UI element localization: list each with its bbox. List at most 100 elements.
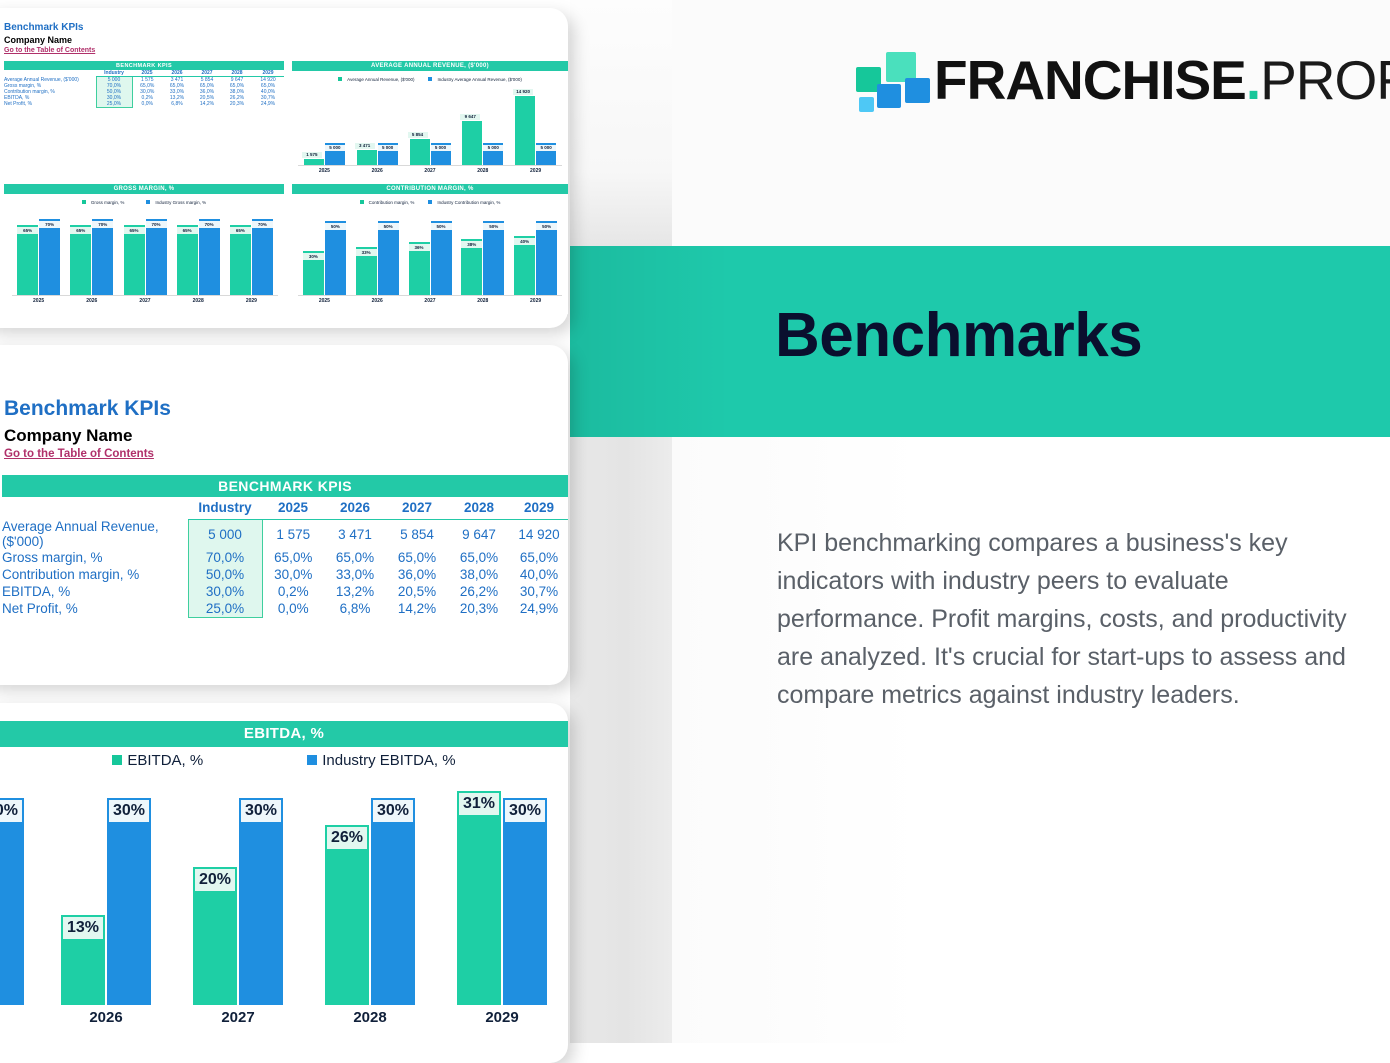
legend-item-revenue-company: Average Annual Revenue, ($'000)	[338, 77, 414, 82]
toc-link[interactable]: Go to the Table of Contents	[4, 448, 154, 460]
overview-cell: 65,0%	[169, 83, 185, 89]
bar-gross_margin-industry-gross-margin-2026	[92, 219, 114, 296]
x-axis-revenue: 2025 2026 2027 2028 2029	[298, 168, 562, 178]
data-label-contribution_margin-2026: 50%	[377, 223, 399, 230]
data-label-ebitda-industry-2028: 30%	[373, 800, 413, 822]
cell-industry-gross-margin: 70,0%	[187, 549, 263, 566]
bar-revenue-company-2026	[356, 150, 377, 166]
sheet-subtitle: Company Name	[4, 426, 133, 445]
cell-industry-revenue: 5 000	[187, 518, 263, 549]
table-row: Net Profit, % 25,0% 0,0% 6,8% 14,2% 20,3…	[2, 600, 568, 618]
card-kpi-table: Benchmark KPIs Company Name Go to the Ta…	[0, 345, 569, 685]
data-label-gross_margin-2025: 70%	[39, 221, 61, 228]
data-label-revenue-company-2029: 14 920	[513, 89, 534, 95]
overview-cell: 33,0%	[169, 89, 185, 95]
overview-cell: 14 920	[260, 77, 276, 83]
cell-ebitda-2027: 20,5%	[397, 584, 437, 599]
cell-contribution-2029: 40,0%	[519, 567, 559, 582]
table-band: BENCHMARK KPIS	[2, 475, 569, 497]
bar-contribution_margin-contribution-margin-2026	[355, 247, 377, 296]
hero-banner-shadow	[570, 246, 730, 437]
cell-gross-2028: 65,0%	[459, 550, 499, 565]
bar-gross_margin-industry-gross-margin-2029	[251, 219, 273, 296]
overview-row-label: Net Profit, %	[4, 101, 33, 108]
x-tick-revenue-2028: 2028	[477, 168, 489, 174]
x-tick-contribution_margin-2029: 2029	[530, 298, 542, 304]
chart-title-gross: GROSS MARGIN, %	[4, 184, 284, 194]
x-tick-revenue-2027: 2027	[424, 168, 436, 174]
plot-area-gross: 65% 70% 65% 70% 65% 70% 65% 70% 65% 70%	[12, 214, 278, 296]
th-2027: 2027	[386, 497, 448, 520]
data-label-revenue-company-2027: 5 854	[407, 132, 428, 138]
cell-gross-2025: 65,0%	[274, 550, 313, 565]
x-tick-contribution_margin-2026: 2026	[371, 298, 383, 304]
card-overview: Benchmark KPIs Company Name Go to the Ta…	[0, 8, 568, 328]
bar-ebitda-industry-2029	[503, 798, 547, 1005]
bar-ebitda-industry-2026	[107, 798, 151, 1005]
overview-cell-industry: 30,0%	[95, 95, 133, 101]
cell-industry-contribution: 50,0%	[187, 566, 263, 583]
axis-line-contribution_margin	[298, 295, 562, 296]
x-tick-ebitda-2027: 2027	[221, 1009, 255, 1026]
overview-cell: 14,2%	[199, 101, 215, 108]
table-header-row: Industry 2025 2026 2027 2028 2029	[4, 70, 285, 77]
overview-cell: 1 575	[140, 77, 154, 83]
data-label-ebitda-company-2026: 13%	[63, 917, 103, 939]
intro-paragraph: KPI benchmarking compares a business's k…	[777, 529, 1347, 709]
data-label-revenue-company-2026: 3 471	[354, 143, 375, 149]
card-ebitda-chart: EBITDA, % EBITDA, % Industry EBITDA, % 0…	[0, 703, 568, 1063]
cell-ebitda-2028: 26,2%	[459, 584, 499, 599]
overview-th-2026: 2026	[162, 70, 192, 77]
overview-th-industry: Industry	[96, 70, 132, 77]
x-tick-revenue-2029: 2029	[530, 168, 542, 174]
overview-cell: 0,0%	[141, 101, 153, 108]
table-row: Gross margin, % 70,0% 65,0% 65,0% 65,0% …	[2, 549, 568, 566]
overview-cell: 0,2%	[141, 95, 153, 101]
bar-revenue-company-2028	[462, 121, 483, 166]
legend-item-ebitda-industry: Industry EBITDA, %	[307, 752, 456, 769]
data-label-ebitda-company-2027: 20%	[195, 869, 235, 891]
x-tick-ebitda-2029: 2029	[485, 1009, 519, 1026]
overview-cell: 13,2%	[169, 95, 185, 101]
cell-revenue-2025: 1 575	[276, 526, 311, 542]
table-row: Net Profit, % 25,0% 0,0% 6,8% 14,2% 20,3…	[4, 101, 284, 108]
overview-cell: 40,0%	[260, 89, 276, 95]
data-label-contribution_margin-2028: 38%	[461, 241, 483, 248]
th-2029: 2029	[510, 497, 569, 520]
data-label-gross_margin-2029: 70%	[251, 221, 273, 228]
bar-revenue-company-2025	[303, 159, 324, 166]
x-tick-gross_margin-2025: 2025	[33, 298, 45, 304]
row-label-gross-margin: Gross margin, %	[2, 550, 103, 565]
overview-cell: 30,7%	[260, 95, 276, 101]
th-2028: 2028	[448, 497, 510, 520]
overview-cell: 3 471	[170, 77, 184, 83]
sheet-title: Benchmark KPIs	[4, 397, 171, 420]
table-row: Contribution margin, % 50,0% 30,0% 33,0%…	[4, 89, 284, 95]
overview-toc-link[interactable]: Go to the Table of Contents	[4, 47, 96, 54]
plot-area-revenue: 1 575 5 000 3 471 5 000 5 854 5 000 9 647 5 000…	[298, 89, 562, 166]
overview-cell: 36,0%	[199, 89, 215, 95]
brand-logo: FRANCHISE.PROFILES	[852, 46, 1390, 114]
data-label-ebitda-industry-2029: 30%	[505, 800, 545, 822]
cell-revenue-2028: 9 647	[462, 526, 496, 542]
x-tick-contribution_margin-2028: 2028	[477, 298, 489, 304]
bar-contribution_margin-contribution-margin-2027	[408, 242, 430, 296]
cell-revenue-2029: 14 920	[518, 526, 560, 542]
bar-ebitda-company-2029	[457, 791, 501, 1005]
legend-item-contribution-industry: Industry Contribution margin, %	[428, 200, 500, 205]
axis-line-gross_margin	[12, 295, 278, 296]
chart-title-contribution: CONTRIBUTION MARGIN, %	[292, 184, 568, 194]
cell-contribution-2025: 30,0%	[274, 567, 313, 582]
bar-contribution_margin-contribution-margin-2028	[461, 239, 483, 296]
overview-cell: 26,2%	[229, 95, 245, 101]
overview-cell: 20,3%	[229, 101, 245, 108]
bar-contribution_margin-industry-contribution-margin-2029	[536, 221, 558, 296]
data-label-ebitda-company-2028: 26%	[327, 827, 367, 849]
hero-banner	[570, 246, 1390, 437]
data-label-ebitda-company-2029: 31%	[459, 793, 499, 815]
overview-cell: 20,5%	[199, 95, 215, 101]
bar-contribution_margin-contribution-margin-2025	[302, 251, 324, 296]
overview-row-label: Average Annual Revenue, ($'000)	[4, 76, 79, 83]
overview-row-label: EBITDA, %	[4, 95, 30, 101]
overview-sheet-subtitle: Company Name	[4, 35, 73, 45]
